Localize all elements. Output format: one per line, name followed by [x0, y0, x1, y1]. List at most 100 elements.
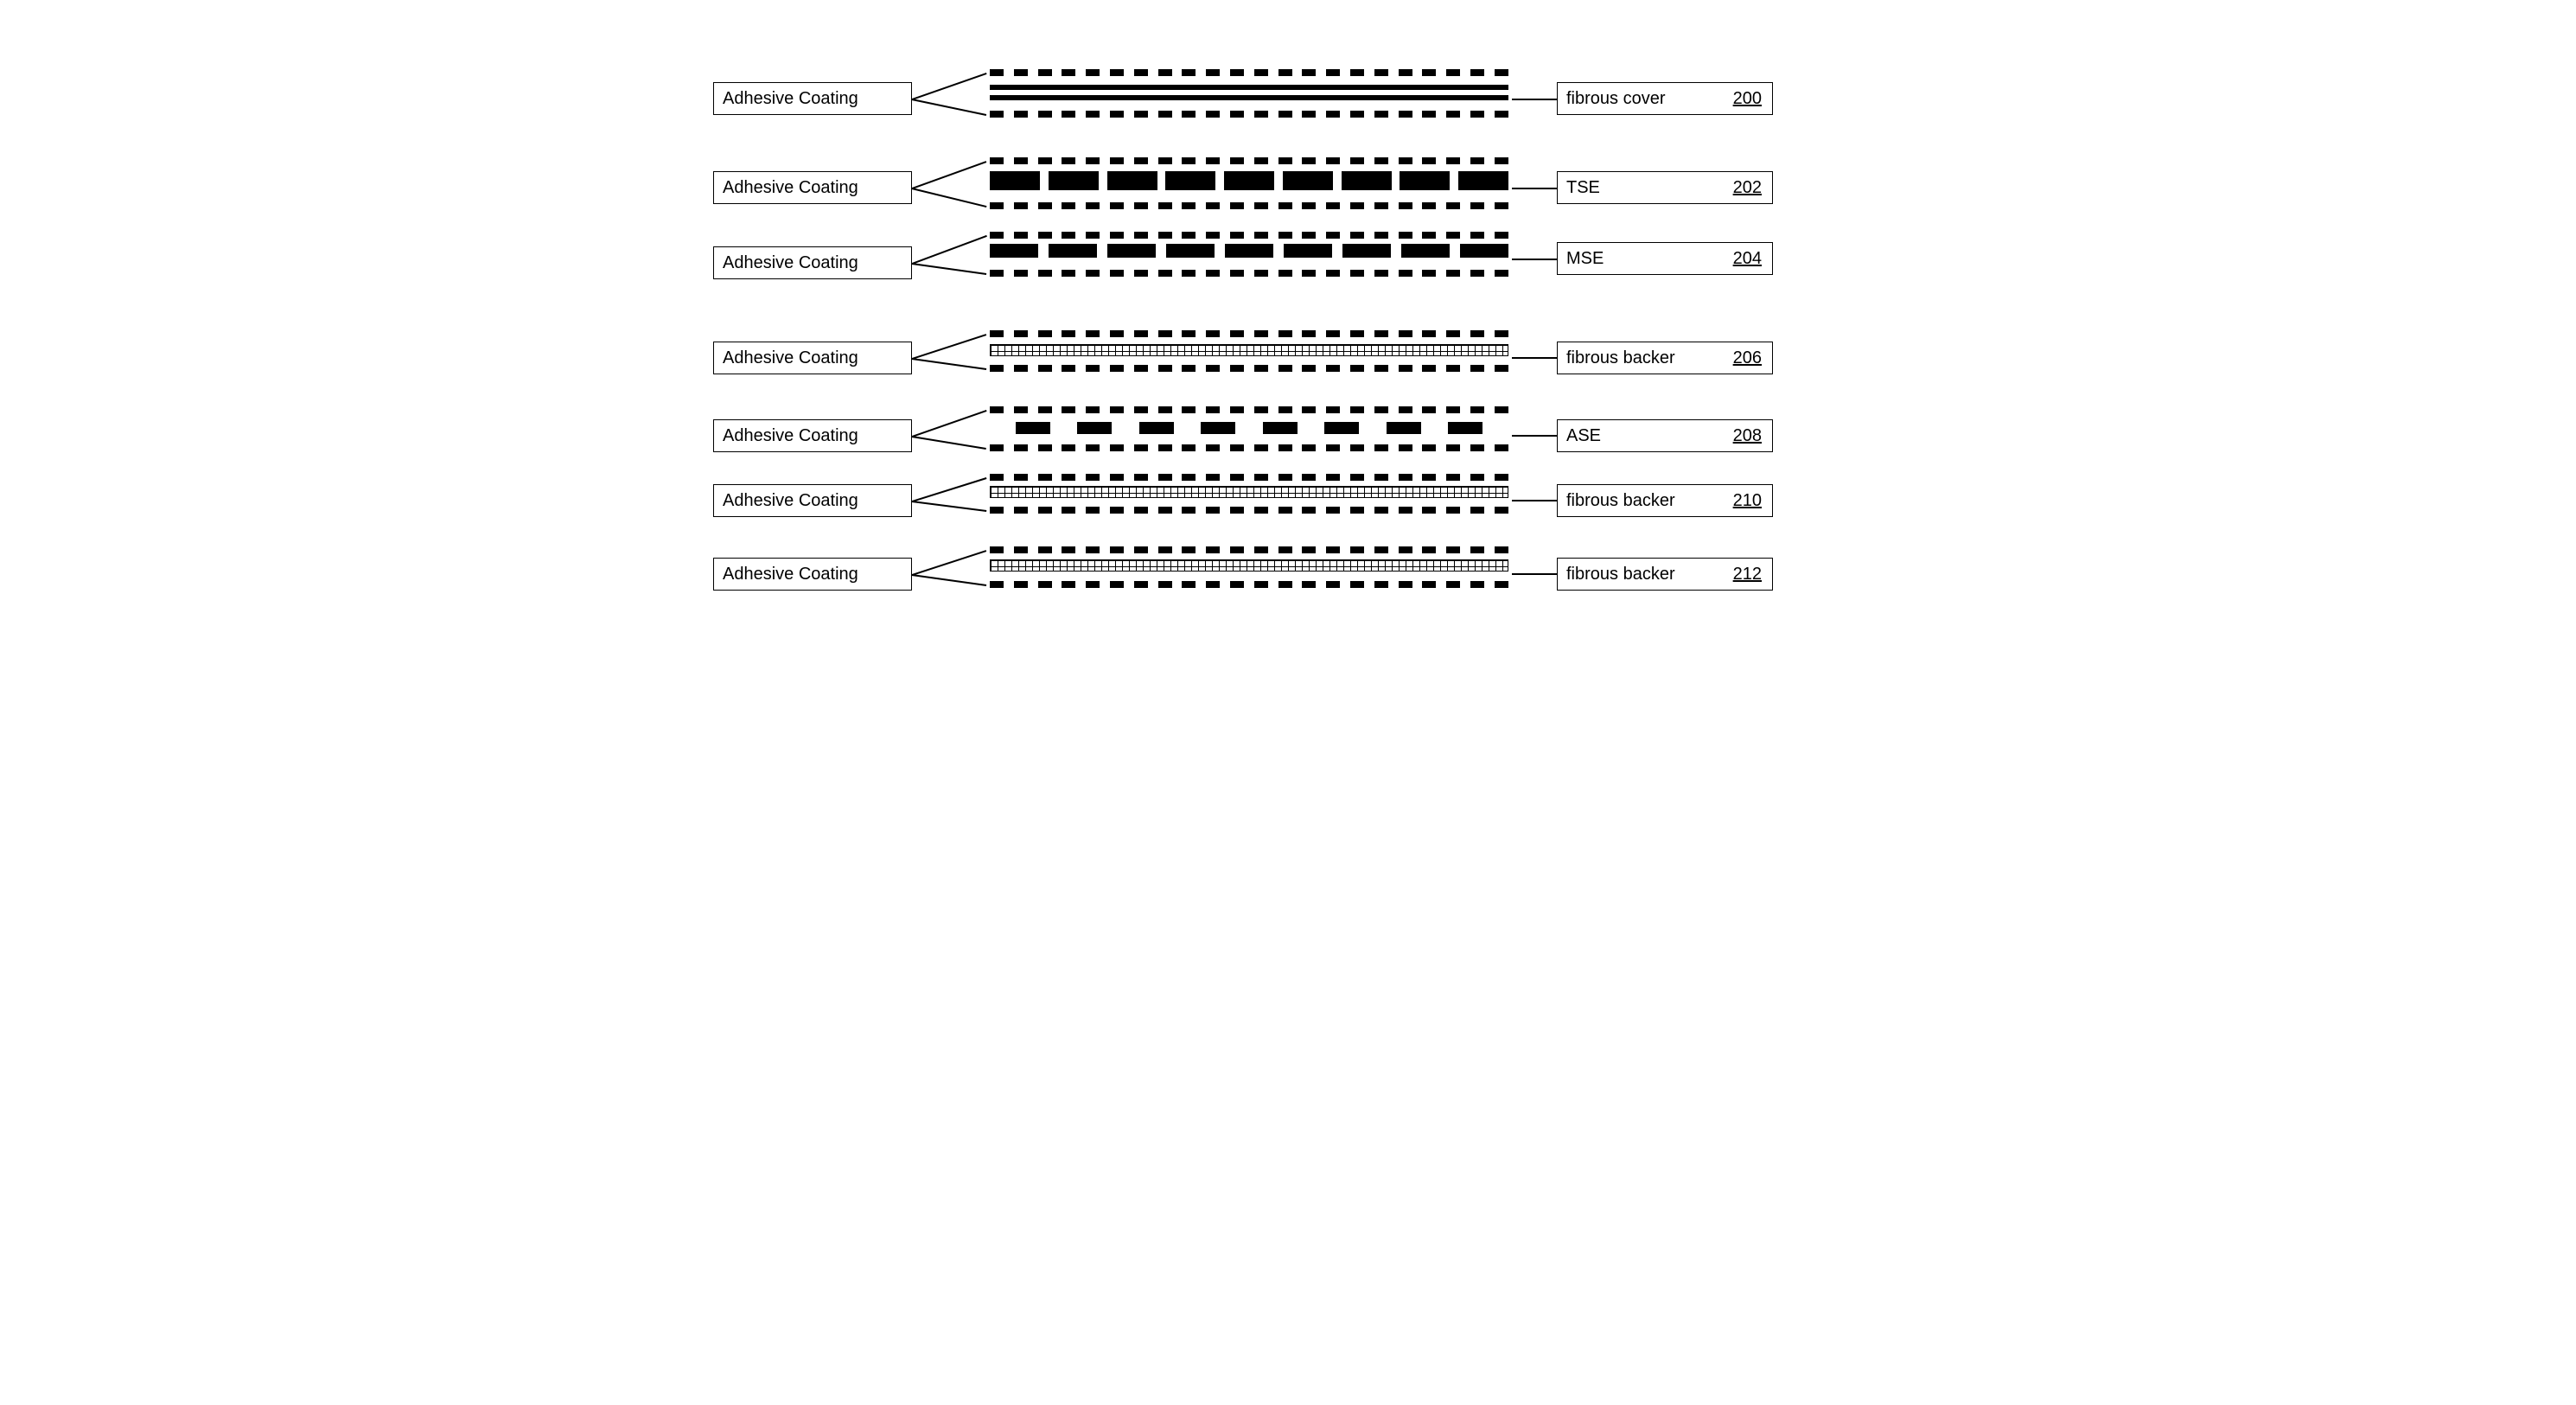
dash-row: [990, 444, 1508, 451]
dash-icon: [1110, 365, 1124, 372]
dash-icon: [1254, 330, 1268, 337]
left-label-text: Adhesive Coating: [723, 565, 858, 584]
dash-icon: [1158, 507, 1172, 514]
dash-icon: [1110, 69, 1124, 76]
dash-icon: [1206, 581, 1220, 588]
dash-icon: [1206, 111, 1220, 118]
dash-icon: [1182, 581, 1196, 588]
dash-icon: [1302, 507, 1316, 514]
dash-icon: [1278, 474, 1292, 481]
dash-row: [990, 69, 1508, 76]
dash-icon: [1470, 406, 1484, 413]
dash-icon: [1470, 202, 1484, 209]
connector-left-lower: [912, 188, 986, 207]
layer-fibrous-cover-200: [990, 69, 1508, 121]
dash-icon: [1495, 406, 1508, 413]
chunk-icon: [1283, 171, 1333, 190]
dash-icon: [1374, 111, 1388, 118]
dash-icon: [1302, 444, 1316, 451]
diagram-page: Adhesive Coating Adhesive Coating Adhesi…: [644, 0, 1932, 703]
dash-icon: [1446, 111, 1460, 118]
dash-icon: [1230, 581, 1244, 588]
chunk-icon: [1139, 422, 1174, 434]
dash-icon: [1158, 202, 1172, 209]
dash-icon: [1254, 581, 1268, 588]
dash-icon: [1374, 474, 1388, 481]
dash-icon: [1254, 202, 1268, 209]
dash-icon: [1422, 232, 1436, 239]
dash-icon: [1446, 270, 1460, 277]
dash-icon: [1230, 69, 1244, 76]
dash-icon: [1350, 69, 1364, 76]
connector-left-lower: [912, 501, 986, 511]
layer-ase-208: [990, 406, 1508, 455]
right-label-text: fibrous cover: [1566, 89, 1666, 109]
dash-icon: [1399, 581, 1412, 588]
dash-icon: [1278, 270, 1292, 277]
left-label-text: Adhesive Coating: [723, 426, 858, 446]
left-label-3: Adhesive Coating: [713, 342, 912, 374]
dash-icon: [1350, 111, 1364, 118]
layer-fibrous-backer-206: [990, 330, 1508, 375]
chunk-icon: [1049, 244, 1097, 258]
dash-icon: [1134, 406, 1148, 413]
dash-icon: [1182, 232, 1196, 239]
dash-icon: [1014, 507, 1028, 514]
dash-icon: [1470, 330, 1484, 337]
dash-icon: [1182, 270, 1196, 277]
dash-icon: [1038, 232, 1052, 239]
chunk-icon: [1201, 422, 1235, 434]
dash-icon: [1422, 474, 1436, 481]
chunk-icon: [1342, 244, 1391, 258]
right-label-text: fibrous backer: [1566, 565, 1675, 584]
dash-icon: [1038, 111, 1052, 118]
dash-icon: [1206, 507, 1220, 514]
dash-row: [990, 365, 1508, 372]
dash-icon: [1062, 157, 1075, 164]
left-label-text: Adhesive Coating: [723, 89, 858, 109]
dash-icon: [1062, 444, 1075, 451]
dash-icon: [1302, 406, 1316, 413]
left-label-0: Adhesive Coating: [713, 82, 912, 115]
chunk-icon: [1458, 171, 1508, 190]
dash-icon: [1110, 507, 1124, 514]
connector-left-upper: [912, 410, 986, 437]
dash-icon: [1182, 202, 1196, 209]
dash-icon: [1470, 270, 1484, 277]
dash-icon: [990, 507, 1004, 514]
dash-icon: [1399, 546, 1412, 553]
dash-icon: [990, 330, 1004, 337]
dash-icon: [1374, 507, 1388, 514]
dash-icon: [1374, 157, 1388, 164]
dash-row: [990, 202, 1508, 209]
dash-icon: [1110, 546, 1124, 553]
dash-icon: [1446, 232, 1460, 239]
right-label-5: fibrous backer210: [1557, 484, 1773, 517]
dash-icon: [1374, 406, 1388, 413]
chunk-icon: [1077, 422, 1112, 434]
dash-icon: [1399, 232, 1412, 239]
dash-icon: [1158, 69, 1172, 76]
left-label-text: Adhesive Coating: [723, 253, 858, 273]
chunk-icon: [1165, 171, 1215, 190]
right-label-ref: 202: [1733, 178, 1762, 198]
connector-left-lower: [912, 358, 986, 369]
dash-icon: [1134, 157, 1148, 164]
dash-icon: [1086, 111, 1100, 118]
dash-icon: [1182, 111, 1196, 118]
chunk-icon: [1224, 171, 1274, 190]
dash-icon: [1134, 111, 1148, 118]
dash-icon: [1038, 581, 1052, 588]
dash-icon: [1470, 581, 1484, 588]
dash-icon: [1014, 111, 1028, 118]
dash-icon: [1206, 546, 1220, 553]
dash-row: [990, 232, 1508, 239]
dash-icon: [1062, 546, 1075, 553]
connector-right: [1512, 99, 1557, 100]
dash-icon: [1278, 546, 1292, 553]
dash-icon: [1062, 69, 1075, 76]
dash-icon: [1062, 365, 1075, 372]
dash-icon: [1350, 270, 1364, 277]
dash-icon: [1062, 270, 1075, 277]
chunk-icon: [1016, 422, 1050, 434]
